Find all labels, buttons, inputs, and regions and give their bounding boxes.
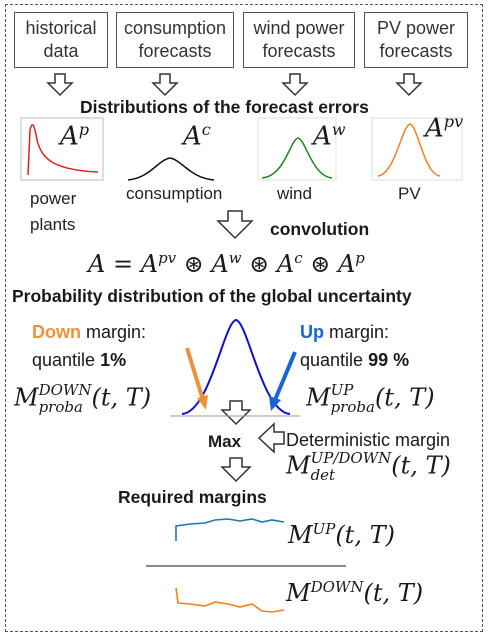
max-label: Max	[208, 432, 242, 451]
m-down: MDOWN(t, T)	[286, 578, 424, 607]
input-box-historical-data: historical data	[14, 12, 108, 68]
input-label-line2: data	[43, 41, 79, 61]
up-margin-series	[175, 518, 285, 541]
diagram-frame	[5, 4, 483, 632]
down-arrow-icon	[216, 210, 254, 240]
up-margin-label: Up margin:	[300, 322, 390, 342]
deterministic-margin-label: Deterministic margin	[286, 430, 451, 450]
input-box-wind-forecasts: wind power forecasts	[243, 12, 355, 68]
label-wind: wind	[277, 184, 312, 203]
input-label-line1: PV power	[376, 18, 456, 38]
m-up: MUP(t, T)	[288, 520, 395, 549]
down-arrow-icon	[220, 457, 252, 483]
convolution-label: convolution	[270, 219, 370, 239]
up-quantile-arrowhead	[269, 396, 281, 411]
input-box-pv-forecasts: PV power forecasts	[364, 12, 468, 68]
symbol-wind: Aw	[313, 120, 346, 152]
global-gaussian-curve	[181, 318, 291, 415]
m-up-proba: M UP proba (t, T)	[306, 381, 435, 416]
left-arrow-icon	[257, 422, 285, 454]
down-quantile-arrowhead	[197, 395, 208, 410]
input-label-line2: forecasts	[138, 41, 212, 61]
wind-plot-frame	[257, 117, 337, 181]
down-arrow-icon	[220, 400, 252, 426]
input-box-consumption-forecasts: consumption forecasts	[116, 12, 234, 68]
power-plants-curve	[27, 124, 99, 176]
symbol-consumption: Ac	[183, 120, 211, 152]
up-quantile-arrow	[273, 351, 297, 401]
down-arrow-icon	[281, 73, 309, 97]
down-margin-series	[175, 587, 285, 613]
input-label-line1: consumption	[123, 18, 227, 38]
m-down-proba: M DOWN proba (t, T)	[14, 381, 152, 416]
wind-curve	[261, 137, 333, 179]
down-quantile-label: quantile 1%	[32, 350, 127, 370]
section-title: Distributions of the forecast errors	[80, 97, 369, 117]
down-arrow-icon	[151, 73, 179, 97]
label-pv: PV	[398, 184, 421, 203]
input-label-line1: historical	[25, 18, 97, 38]
pv-curve	[377, 123, 441, 177]
input-label-line2: forecasts	[262, 41, 336, 61]
down-margin-label: Down margin:	[32, 322, 147, 342]
down-arrow-icon	[46, 73, 74, 97]
down-arrow-icon	[395, 73, 423, 97]
input-label-line1: wind power	[253, 18, 345, 38]
symbol-pv: Apv	[425, 112, 464, 144]
input-label-line2: forecasts	[379, 41, 453, 61]
m-det: M UP/DOWN det (t, T)	[286, 449, 451, 484]
down-quantile-arrow	[185, 347, 205, 401]
convolution-formula: A = Apv ⊛ Aw ⊛ Ac ⊛ Ap	[88, 249, 365, 278]
symbol-power-plants: Ap	[60, 120, 90, 152]
label-power-plants: power plants	[30, 189, 77, 234]
consumption-curve	[127, 157, 215, 181]
global-uncertainty-title: Probability distribution of the global u…	[12, 286, 412, 306]
required-margins-title: Required margins	[118, 487, 267, 507]
up-quantile-label: quantile 99 %	[300, 350, 410, 370]
label-consumption: consumption	[126, 184, 223, 203]
